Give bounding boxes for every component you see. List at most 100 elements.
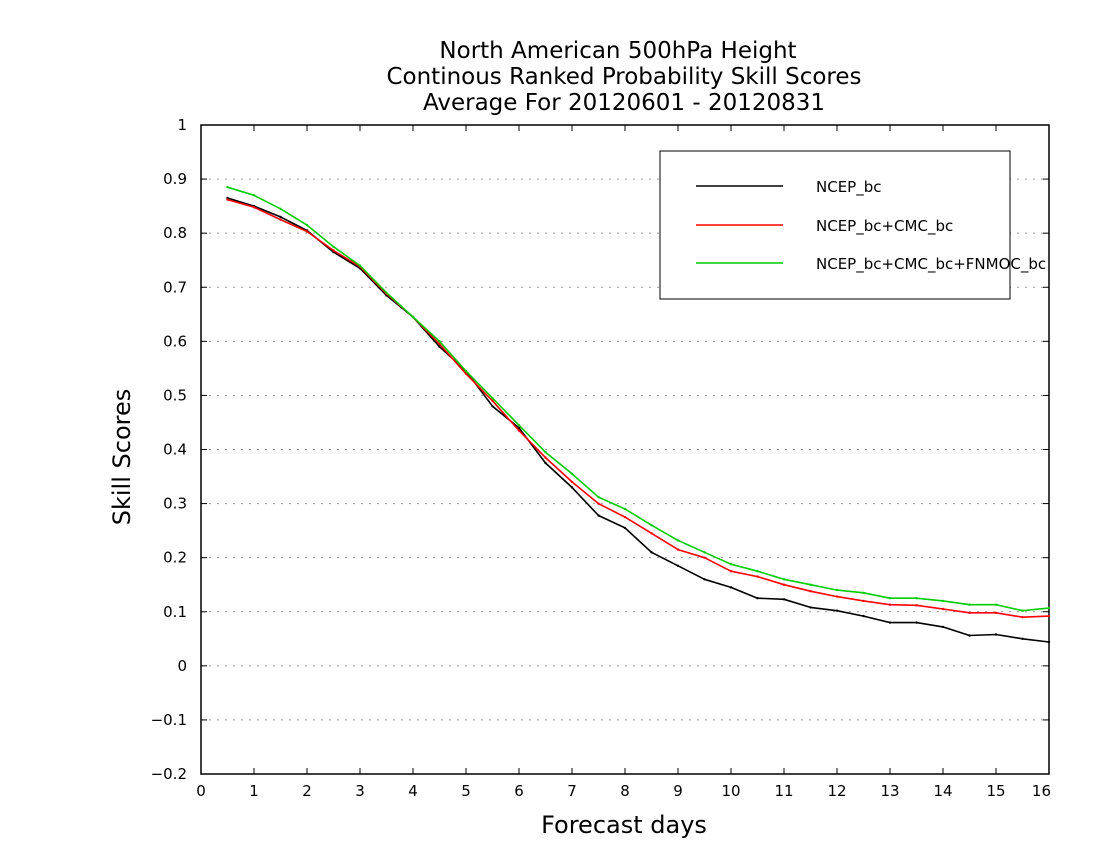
data-point-ncep-bc-cmc-bc-fnmoc-bc — [623, 507, 627, 511]
data-point-ncep-bc-cmc-bc — [650, 532, 653, 535]
data-point-ncep-bc-cmc-bc — [491, 399, 494, 402]
legend: NCEP_bc NCEP_bc+CMC_bc NCEP_bc+CMC_bc+FN… — [659, 150, 1046, 300]
data-point-ncep-bc-cmc-bc-fnmoc-bc — [915, 597, 918, 600]
data-point-ncep-bc-cmc-bc — [226, 198, 229, 201]
y-tick-label: −0.2 — [151, 765, 187, 783]
data-point-ncep-bc — [438, 345, 441, 348]
data-point-ncep-bc — [623, 526, 627, 530]
data-point-ncep-bc-cmc-bc-fnmoc-bc — [358, 264, 362, 267]
data-point-ncep-bc-cmc-bc — [809, 590, 812, 593]
data-point-ncep-bc-cmc-bc — [305, 230, 309, 233]
data-point-ncep-bc-cmc-bc-fnmoc-bc — [464, 369, 468, 373]
data-point-ncep-bc-cmc-bc-fnmoc-bc — [570, 472, 574, 475]
data-point-ncep-bc-cmc-bc — [835, 595, 839, 598]
x-tick-label: 1 — [249, 782, 259, 800]
data-point-ncep-bc-cmc-bc — [623, 515, 627, 519]
chart-title-line-3: Average For 20120601 - 20120831 — [423, 90, 825, 116]
data-point-ncep-bc-cmc-bc-fnmoc-bc — [809, 583, 812, 586]
x-tick-label: 12 — [827, 782, 846, 800]
data-point-ncep-bc-cmc-bc-fnmoc-bc — [782, 578, 786, 581]
y-tick-label: 0.8 — [163, 224, 187, 242]
y-axis-title: Skill Scores — [108, 389, 136, 526]
data-point-ncep-bc-cmc-bc-fnmoc-bc — [650, 524, 653, 527]
data-point-ncep-bc-cmc-bc — [782, 583, 786, 586]
data-point-ncep-bc-cmc-bc-fnmoc-bc — [411, 315, 415, 319]
data-point-ncep-bc-cmc-bc-fnmoc-bc — [544, 451, 547, 454]
data-point-ncep-bc-cmc-bc-fnmoc-bc — [1021, 609, 1024, 612]
data-point-ncep-bc-cmc-bc-fnmoc-bc — [385, 291, 388, 294]
x-tick-label: 15 — [986, 782, 1005, 800]
data-point-ncep-bc — [782, 598, 786, 601]
data-point-ncep-bc-cmc-bc — [279, 218, 282, 221]
data-point-ncep-bc-cmc-bc-fnmoc-bc — [676, 539, 680, 542]
data-point-ncep-bc-cmc-bc-fnmoc-bc — [252, 194, 256, 197]
data-point-ncep-bc-cmc-bc-fnmoc-bc — [305, 223, 309, 227]
y-tick-label: 0.4 — [163, 441, 187, 459]
data-point-ncep-bc — [835, 609, 839, 612]
x-tick-label: 2 — [302, 782, 312, 800]
data-point-ncep-bc-cmc-bc-fnmoc-bc — [438, 340, 441, 343]
x-axis: 0 1 2 3 4 5 6 7 8 9 10 11 12 13 14 15 16 — [196, 125, 1051, 800]
x-tick-label: 14 — [933, 782, 952, 800]
chart-title-line-2: Continous Ranked Probability Skill Score… — [386, 64, 861, 90]
data-point-ncep-bc-cmc-bc-fnmoc-bc — [888, 597, 892, 600]
series-lines — [226, 186, 1051, 644]
x-axis-title: Forecast days — [541, 811, 707, 839]
data-point-ncep-bc-cmc-bc-fnmoc-bc — [491, 396, 494, 400]
data-point-ncep-bc-cmc-bc — [729, 570, 733, 573]
data-point-ncep-bc-cmc-bc — [597, 502, 600, 505]
data-point-ncep-bc-cmc-bc — [703, 556, 706, 559]
data-point-ncep-bc-cmc-bc — [332, 249, 335, 252]
data-point-ncep-bc — [994, 633, 998, 636]
data-point-ncep-bc — [1047, 640, 1051, 644]
data-point-ncep-bc-cmc-bc — [941, 607, 945, 611]
x-tick-label: 11 — [774, 782, 793, 800]
x-tick-label: 9 — [673, 782, 683, 800]
y-tick-label: 0.1 — [163, 603, 187, 621]
data-point-ncep-bc — [729, 586, 733, 589]
data-point-ncep-bc-cmc-bc — [464, 372, 468, 375]
data-point-ncep-bc-cmc-bc — [570, 480, 574, 484]
data-point-ncep-bc-cmc-bc — [756, 575, 759, 578]
data-point-ncep-bc — [941, 625, 945, 629]
data-point-ncep-bc-cmc-bc — [252, 206, 256, 209]
legend-label-ncep-bc-cmc-bc-fnmoc-bc: NCEP_bc+CMC_bc+FNMOC_bc — [816, 255, 1046, 274]
data-point-ncep-bc-cmc-bc-fnmoc-bc — [597, 495, 600, 499]
x-tick-label: 7 — [567, 782, 577, 800]
series-line-ncep-bc-cmc-bc-fnmoc-bc — [227, 186, 1050, 612]
y-tick-label: 0.9 — [163, 170, 187, 188]
data-point-ncep-bc-cmc-bc — [438, 342, 441, 346]
series-line-ncep-bc — [227, 197, 1050, 643]
data-point-ncep-bc-cmc-bc — [544, 456, 547, 459]
data-point-ncep-bc — [570, 486, 574, 489]
data-point-ncep-bc-cmc-bc — [888, 603, 892, 606]
data-point-ncep-bc-cmc-bc — [1047, 614, 1051, 618]
data-point-ncep-bc — [915, 621, 918, 624]
x-tick-label: 3 — [355, 782, 365, 800]
x-tick-label: 4 — [408, 782, 418, 800]
data-point-ncep-bc — [491, 405, 494, 408]
data-point-ncep-bc — [888, 621, 892, 624]
data-point-ncep-bc-cmc-bc-fnmoc-bc — [226, 186, 229, 189]
data-point-ncep-bc-cmc-bc — [862, 599, 865, 603]
y-tick-label: 0.3 — [163, 495, 187, 513]
gridlines — [201, 178, 1049, 721]
y-tick-label: 0.7 — [163, 278, 187, 296]
y-tick-label: 0 — [177, 657, 187, 675]
chart-title: North American 500hPa Height Continous R… — [386, 38, 861, 116]
data-point-ncep-bc-cmc-bc-fnmoc-bc — [941, 599, 945, 603]
data-point-ncep-bc-cmc-bc-fnmoc-bc — [968, 603, 971, 606]
y-tick-label: 0.6 — [163, 332, 187, 350]
data-point-ncep-bc — [862, 614, 865, 618]
data-point-ncep-bc — [756, 597, 759, 600]
data-point-ncep-bc-cmc-bc-fnmoc-bc — [1047, 606, 1051, 610]
data-point-ncep-bc-cmc-bc-fnmoc-bc — [835, 588, 839, 592]
data-point-ncep-bc — [1021, 637, 1024, 640]
data-point-ncep-bc — [650, 551, 653, 554]
y-tick-label: 1 — [177, 116, 187, 134]
data-point-ncep-bc — [544, 461, 547, 465]
data-point-ncep-bc-cmc-bc — [915, 604, 918, 607]
data-point-ncep-bc — [597, 514, 600, 517]
x-tick-label: 13 — [880, 782, 899, 800]
